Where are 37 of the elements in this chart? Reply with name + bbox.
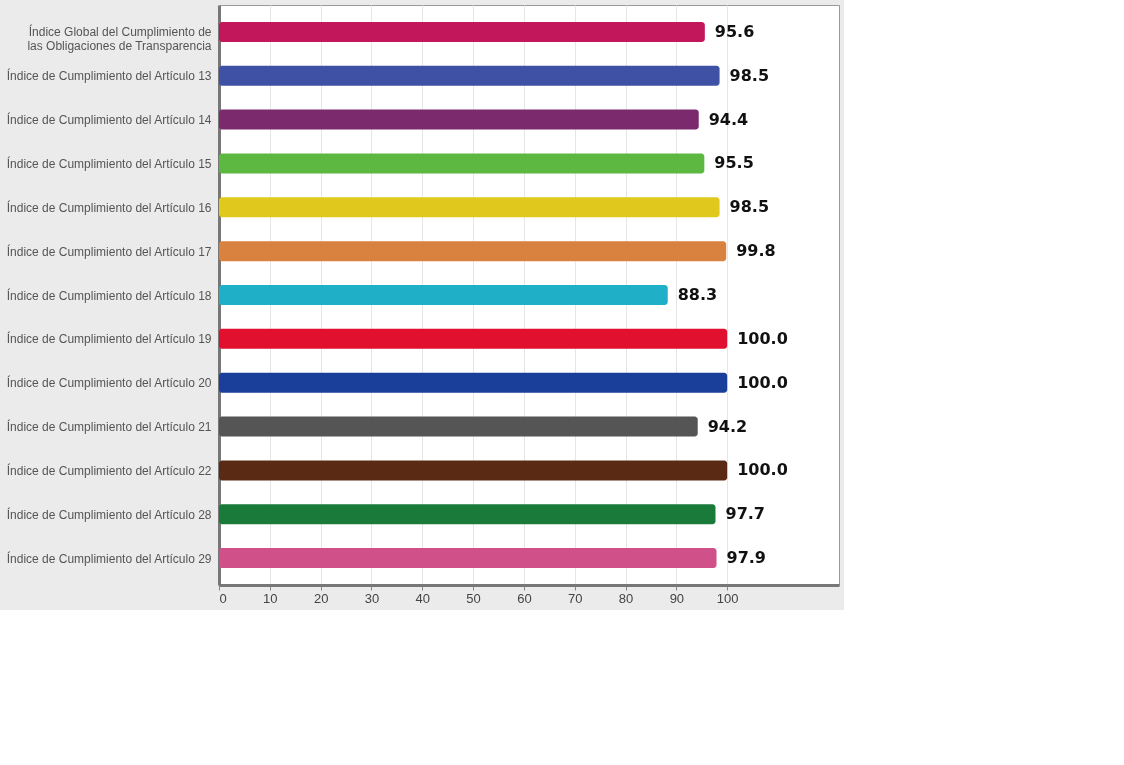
data-label: 94.2 [707,416,748,436]
y-tick-label: Índice de Cumplimiento del Artículo 19 [6,331,212,347]
y-tick-label: Índice de Cumplimiento del Artículo 16 [6,199,212,215]
data-label: 94.4 [708,109,749,129]
x-tick-label: 50 [466,590,481,606]
y-tick-label: Índice de Cumplimiento del Artículo 18 [6,287,212,303]
x-tick-label: 10 [263,590,278,606]
y-tick-label: Índice de Cumplimiento del Artículo 22 [6,462,212,478]
x-tick-label: 100 [716,590,739,606]
y-tick-label: Índice de Cumplimiento del Artículo 29 [6,550,212,566]
y-tick-label: Índice de Cumplimiento del Artículo 21 [6,419,212,435]
x-tick-label: 90 [669,590,685,606]
data-label: 99.8 [736,241,776,261]
data-label: 88.3 [677,285,718,304]
data-label: 100.0 [737,460,788,480]
data-label: 95.5 [714,153,754,173]
x-tick-label: 70 [568,590,583,606]
data-label: 95.6 [714,21,755,41]
data-label: 100.0 [737,328,788,348]
y-tick-label: Índice de Cumplimiento del Artículo 17 [6,243,212,259]
x-tick-label: 40 [415,590,431,606]
x-tick-label: 60 [517,590,532,606]
y-tick-label: Índice Global del Cumplimiento de las Obligaciones de Transparencia [27,24,212,54]
data-label: 97.7 [725,504,765,524]
y-tick-label: Índice de Cumplimiento del Artículo 15 [6,155,212,171]
y-tick-label: Índice de Cumplimiento del Artículo 28 [6,506,212,522]
data-label: 100.0 [737,372,788,392]
x-tick-label: 20 [313,590,329,606]
data-label: 98.5 [729,65,770,85]
y-tick-label: Índice de Cumplimiento del Artículo 14 [6,112,212,128]
x-tick-label: 0 [219,590,227,606]
x-tick-label: 80 [618,590,634,606]
y-tick-label: Índice de Cumplimiento del Artículo 20 [6,375,212,391]
data-label: 98.5 [729,197,770,217]
y-tick-label: Índice de Cumplimiento del Artículo 13 [6,68,212,84]
x-tick-label: 30 [364,590,380,606]
data-label: 97.9 [726,548,767,568]
